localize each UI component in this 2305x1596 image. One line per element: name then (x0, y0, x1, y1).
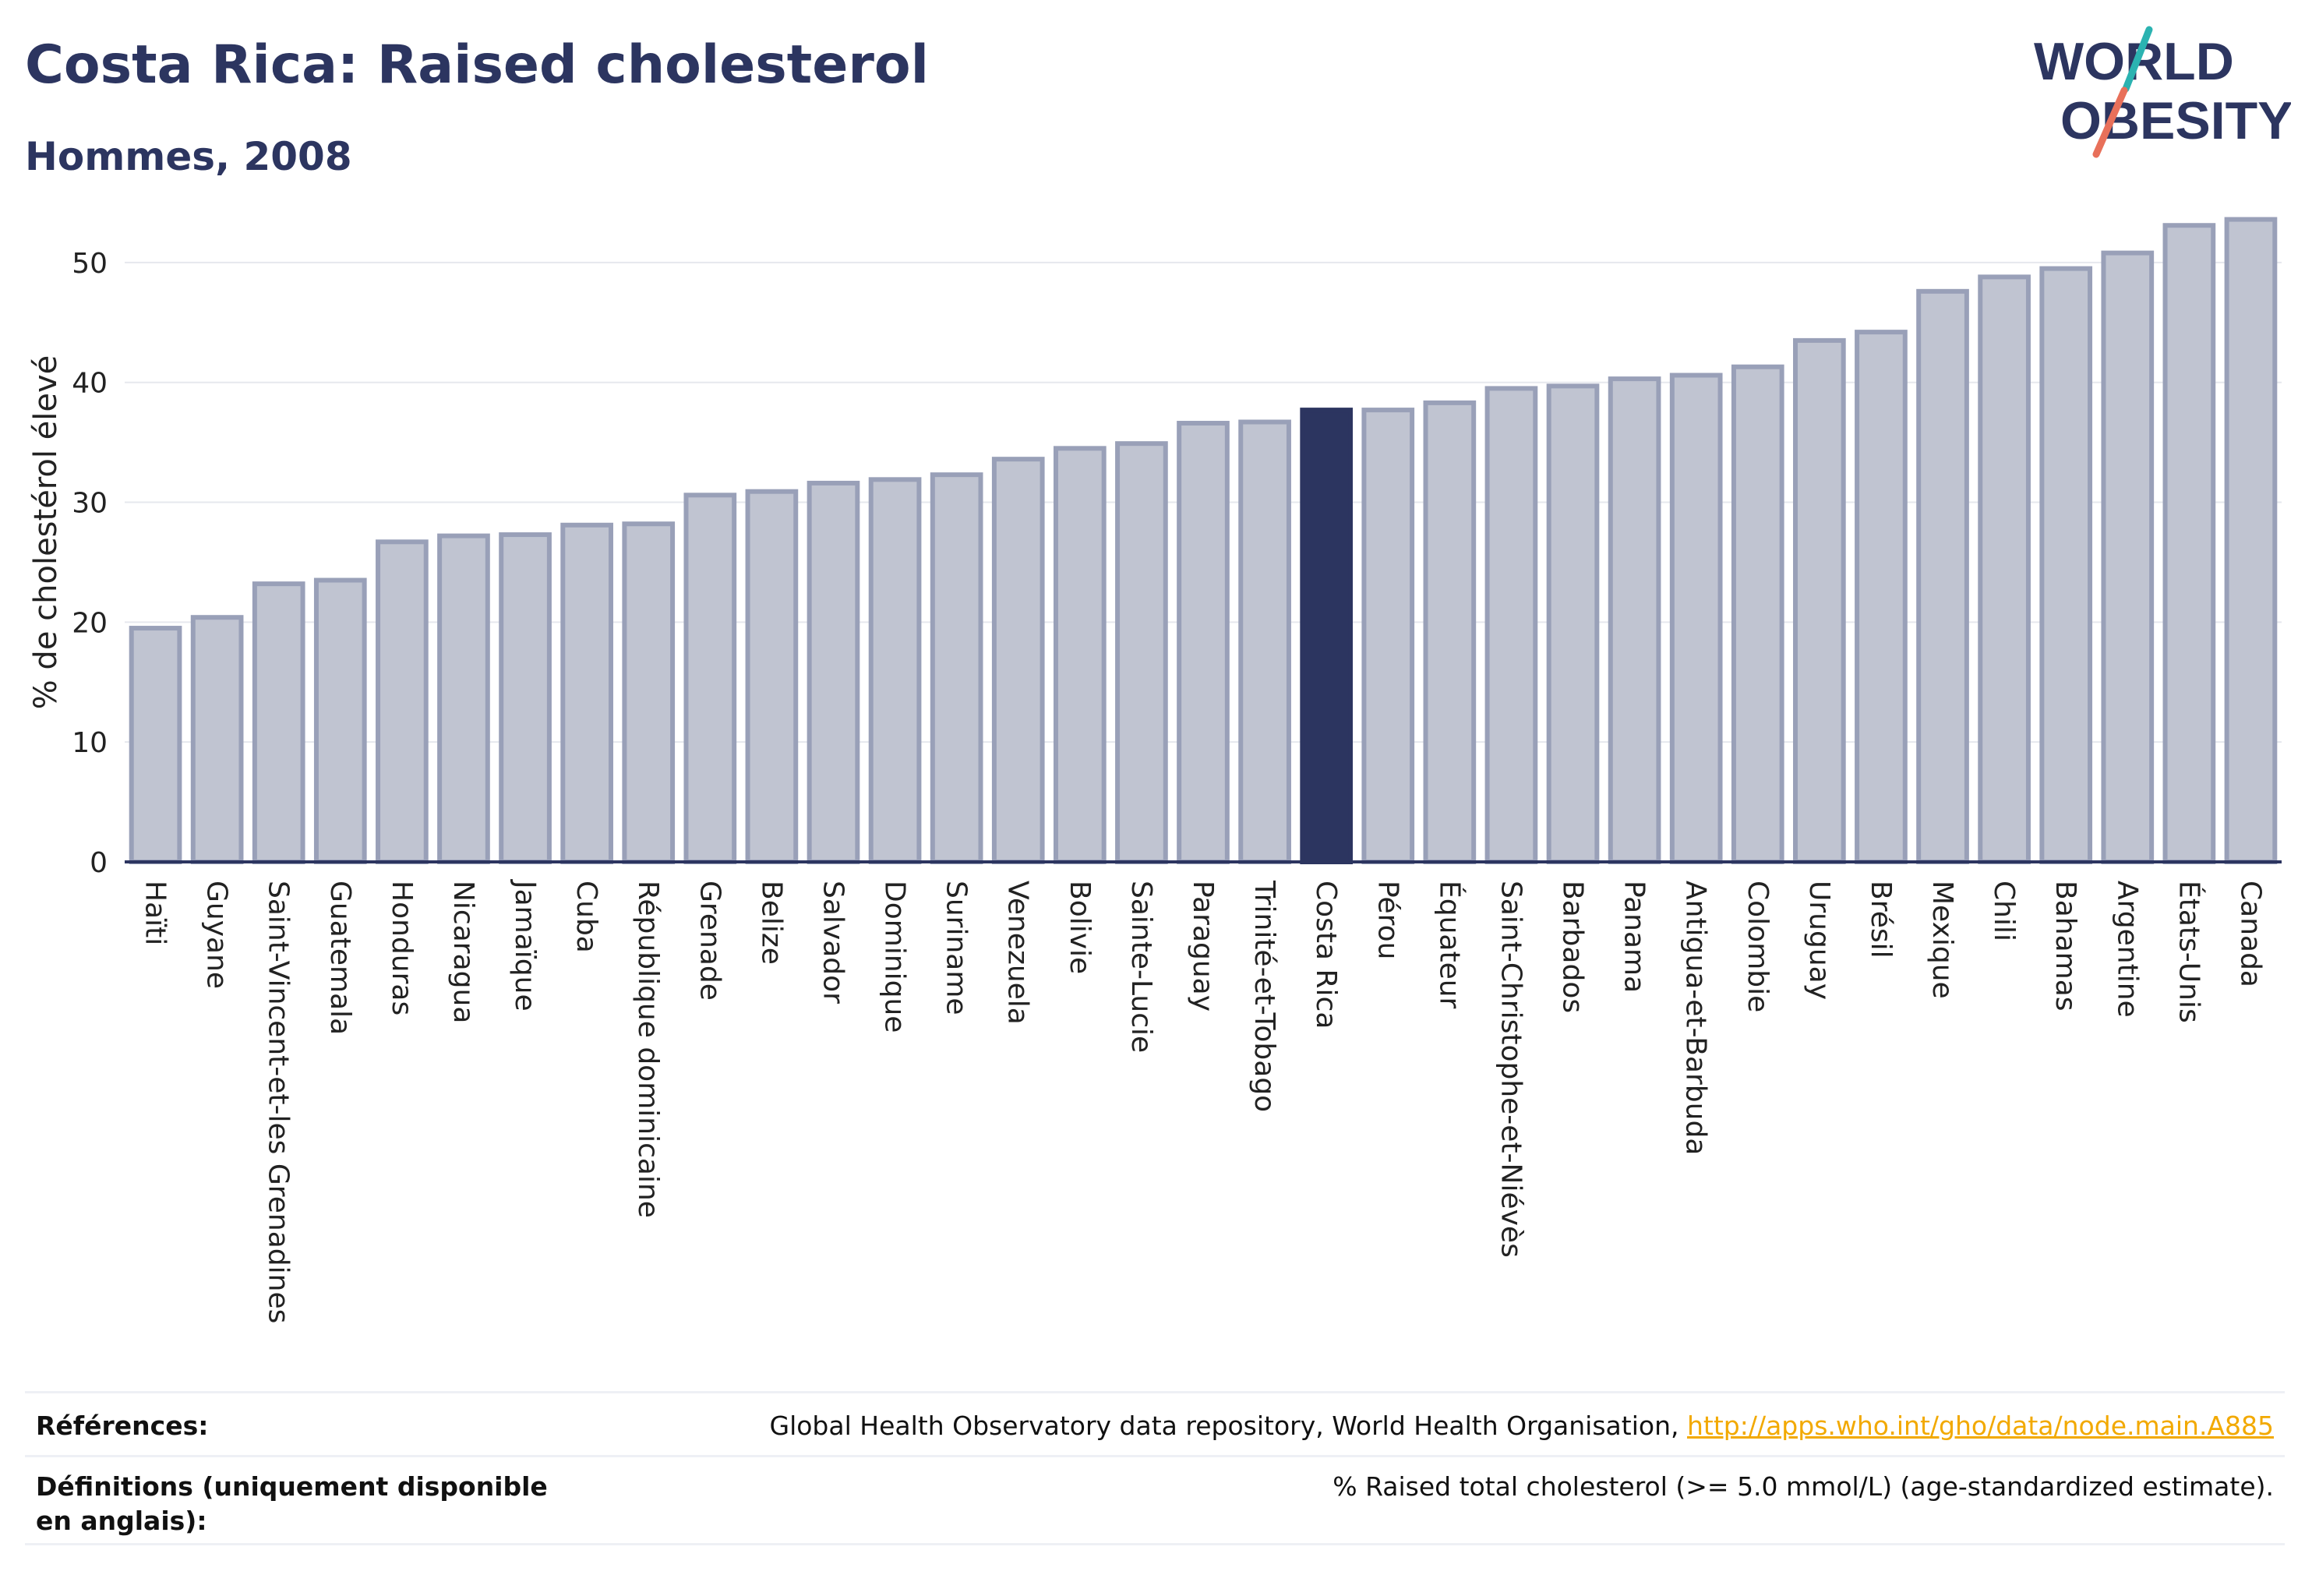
logo-slash-coral (2092, 87, 2128, 158)
x-tick-label: Dominique (879, 881, 911, 1033)
bar (2224, 217, 2278, 864)
x-tick-label: République dominicaine (632, 881, 664, 1218)
bar (437, 533, 490, 865)
bar (313, 577, 367, 864)
x-tick-label: Jamaïque (509, 879, 541, 1012)
bar (1546, 383, 1600, 865)
x-tick-label: Guatemala (324, 881, 356, 1035)
bar (1978, 274, 2031, 865)
references-link[interactable]: http://apps.who.int/gho/data/node.main.A… (1686, 1411, 2274, 1441)
bar (1916, 288, 1969, 864)
definitions-label: Définitions (uniquement disponible en an… (36, 1471, 548, 1536)
bar (499, 532, 552, 864)
x-tick-label: Brésil (1865, 881, 1897, 959)
x-tick-label: Cuba (570, 881, 602, 953)
bar (991, 457, 1045, 864)
x-tick-label: Paraguay (1187, 881, 1219, 1012)
bar (1361, 408, 1415, 864)
bar (376, 539, 429, 865)
y-tick-label: 50 (72, 248, 108, 280)
bar (745, 489, 799, 865)
x-tick-label: Argentine (2111, 881, 2143, 1018)
references-value: Global Health Observatory data repositor… (770, 1409, 2275, 1443)
x-tick-label: États-Unis (2173, 881, 2205, 1023)
references-row: Références: Global Health Observatory da… (25, 1391, 2285, 1457)
x-tick-label: Guyane (201, 881, 233, 989)
world-obesity-logo: WORLD OBESITY (2034, 26, 2291, 158)
logo-slash-teal (2122, 26, 2153, 93)
x-tick-label: Équateur (1433, 881, 1466, 1009)
bar (930, 472, 983, 865)
bar (868, 477, 922, 864)
x-tick-label: Suriname (941, 881, 972, 1015)
bar (1053, 446, 1107, 864)
chart-subtitle: Hommes, 2008 (25, 134, 352, 179)
x-tick-label: Belize (755, 881, 787, 965)
x-tick-label: Grenade (694, 881, 725, 1001)
bar (1793, 337, 1846, 864)
x-tick-label: Colombie (1742, 881, 1774, 1012)
bar (1731, 364, 1784, 864)
x-tick-label: Venezuela (1002, 881, 1034, 1025)
x-tick-label: Pérou (1371, 881, 1403, 959)
bar (129, 626, 182, 865)
y-tick-label: 30 (72, 488, 108, 520)
chart-title: Costa Rica: Raised cholesterol (25, 34, 929, 96)
bar (683, 493, 737, 864)
references-label: Références: (36, 1411, 209, 1441)
bar (1608, 376, 1661, 864)
x-tick-label: Nicaragua (447, 881, 479, 1023)
x-tick-label: Honduras (386, 881, 418, 1015)
x-tick-label: Costa Rica (1310, 881, 1342, 1029)
x-tick-label: Mexique (1926, 881, 1958, 999)
bar (807, 480, 860, 865)
bar (1238, 419, 1291, 864)
y-tick-label: 20 (72, 607, 108, 639)
x-tick-label: Bolivie (1064, 881, 1096, 974)
x-tick-label: Antigua-et-Barbuda (1680, 881, 1712, 1155)
x-tick-label: Chili (1988, 881, 2020, 941)
x-tick-label: Uruguay (1803, 881, 1835, 1000)
x-tick-label: Haïti (139, 881, 171, 945)
bar (1115, 441, 1168, 864)
x-tick-label: Panama (1618, 881, 1650, 993)
x-tick-label: Saint-Christophe-et-Niévès (1495, 881, 1527, 1258)
bar (2101, 250, 2155, 864)
bar (2039, 266, 2093, 865)
x-tick-label: Trinité-et-Tobago (1248, 880, 1280, 1112)
y-tick-label: 10 (72, 727, 108, 759)
x-tick-label: Canada (2234, 881, 2266, 987)
definitions-value: % Raised total cholesterol (>= 5.0 mmol/… (1333, 1471, 2274, 1502)
bar (560, 522, 613, 865)
x-tick-label: Sainte-Lucie (1125, 881, 1157, 1053)
bar (1855, 330, 1908, 864)
bar (1669, 373, 1723, 864)
bar (1177, 421, 1230, 864)
x-tick-label: Barbados (1557, 881, 1589, 1013)
y-tick-label: 0 (90, 847, 108, 879)
bar-chart: 0 10 20 30 40 50 % de cholestérol élevé Haïti Gu… (28, 217, 2282, 1323)
bar (1423, 400, 1477, 864)
x-tick-label: Salvador (817, 881, 849, 1004)
bar (1484, 386, 1538, 865)
bar (622, 521, 676, 864)
x-tick-label: Bahamas (2049, 881, 2081, 1012)
y-axis-title: % de cholestérol élevé (28, 355, 64, 710)
definitions-row: Définitions (uniquement disponible en an… (25, 1455, 2285, 1545)
references-text: Global Health Observatory data repositor… (769, 1411, 1679, 1441)
bar (190, 615, 244, 865)
y-tick-label: 40 (72, 368, 108, 400)
x-tick-label: Saint-Vincent-et-les Grenadines (263, 881, 295, 1323)
bar (2162, 223, 2216, 864)
bar (252, 581, 305, 865)
bar-highlight (1300, 408, 1354, 864)
